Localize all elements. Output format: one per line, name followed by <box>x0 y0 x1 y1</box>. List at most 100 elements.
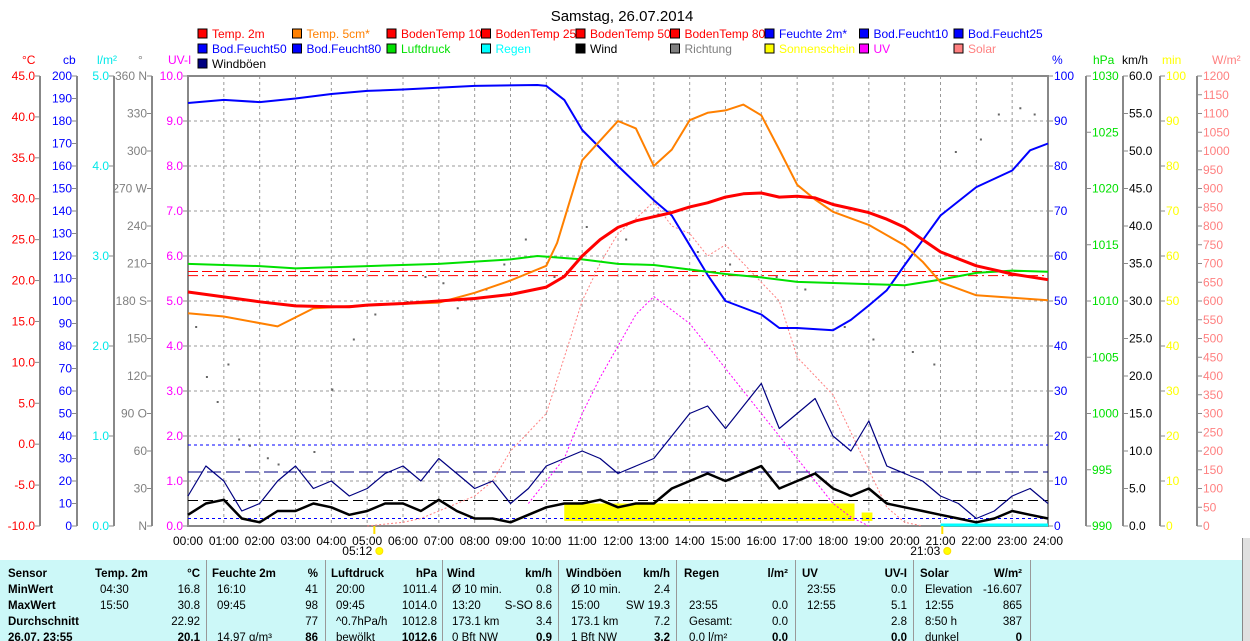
solar-tick-label: 1150 <box>1203 88 1229 102</box>
solar-tick-label: 100 <box>1203 482 1223 496</box>
legend-label: Temp. 2m <box>212 27 265 41</box>
table-cell-label: 09:45 <box>336 600 365 612</box>
wind-tick-label: 35.0 <box>1129 257 1153 271</box>
legend-label: Bod.Feucht25 <box>968 27 1043 41</box>
legend-swatch <box>764 43 775 54</box>
temp-tick-label: -10.0 <box>8 519 36 533</box>
sunrise-time: 05:12 <box>342 544 372 558</box>
table-cell-value: 387 <box>1002 616 1022 628</box>
table-cell-label: 0 Bft NW <box>452 632 499 641</box>
table-cell-label: 15:50 <box>100 600 129 612</box>
table-cell-label: bewölkt <box>336 632 375 641</box>
uv-tick-label: 7.0 <box>166 204 183 218</box>
legend-swatch <box>859 28 869 39</box>
legend-swatch <box>764 28 775 39</box>
legend-label: BodenTemp 80 <box>685 27 766 41</box>
table-cell-label: 15:00 <box>571 600 600 612</box>
x-tick-label: 03:00 <box>280 534 310 548</box>
table-cell-label: 23:55 <box>807 584 836 596</box>
x-tick-label: 23:00 <box>997 534 1027 548</box>
direction-point <box>352 338 355 341</box>
stats-table: Sensor Temp. 2m °C Feuchte 2m% Luftdruck hPa W… <box>0 560 1242 641</box>
sun-tick-label: 100 <box>1166 69 1186 83</box>
grid <box>187 75 1049 527</box>
legend-swatch <box>197 58 208 69</box>
table-header: Feuchte 2m <box>212 568 276 580</box>
dir-tick-label: 120 <box>127 369 147 383</box>
table-row-label: Durchschnitt <box>8 616 79 628</box>
table-header-unit: l/m² <box>767 568 788 580</box>
direction-point <box>524 238 527 241</box>
direction-point <box>266 457 269 460</box>
x-tick-label: 15:00 <box>710 534 740 548</box>
sun-tick-label: 20 <box>1166 429 1180 443</box>
direction-point <box>911 351 914 353</box>
solar-tick-label: 650 <box>1203 275 1223 289</box>
direction-point <box>696 251 699 253</box>
x-tick-label: 24:00 <box>1033 534 1063 548</box>
table-cell-value: 22.92 <box>171 616 200 628</box>
legend-swatch <box>953 43 964 54</box>
table-cell-value: 1012.8 <box>401 616 437 628</box>
direction-point <box>625 238 628 241</box>
legend-label: Richtung <box>685 42 732 56</box>
cb-tick-label: 80 <box>59 339 73 353</box>
dir-tick-label: 60 <box>134 444 148 458</box>
legend-swatch <box>386 28 397 39</box>
sun-tick-label: 60 <box>1166 249 1180 263</box>
table-cell-label: Ø 10 min. <box>571 584 621 596</box>
sun-tick-label: 70 <box>1166 204 1180 218</box>
table-cell-label: 09:45 <box>217 600 246 612</box>
column-divider <box>206 560 207 641</box>
legend-label: BodenTemp 25 <box>496 27 577 41</box>
solar-tick-label: 1200 <box>1203 69 1230 83</box>
temp-axis-title: °C <box>22 53 36 67</box>
table-cell-label: 13:20 <box>452 600 481 612</box>
legend-label: Luftdruck <box>401 42 451 56</box>
table-cell-value: 865 <box>1002 600 1022 612</box>
solar-tick-label: 700 <box>1203 257 1223 271</box>
legend-swatch <box>575 28 586 39</box>
wind-tick-label: 25.0 <box>1129 332 1153 346</box>
solar-tick-label: 150 <box>1203 463 1223 477</box>
cb-tick-label: 0 <box>65 519 72 533</box>
scrollbar[interactable] <box>1242 538 1250 641</box>
series-temp-5cm- <box>187 103 1049 328</box>
x-tick-label: 14:00 <box>675 534 705 548</box>
column-divider <box>442 560 443 641</box>
direction-point <box>227 363 230 366</box>
table-cell-label: 23:55 <box>689 600 718 612</box>
direction-point <box>205 376 208 378</box>
x-tick-label: 07:00 <box>424 534 454 548</box>
table-cell-label: 0.0 l/m² <box>689 632 728 641</box>
cb-tick-label: 40 <box>59 429 73 443</box>
sun-axis-title: min <box>1162 53 1181 67</box>
hum-tick-label: 60 <box>1054 249 1068 263</box>
cb-axis-title: cb <box>63 53 76 67</box>
direction-point <box>933 363 936 366</box>
cb-tick-label: 190 <box>52 92 72 106</box>
legend-label: Bod.Feucht80 <box>307 42 382 56</box>
table-cell-label: Gesamt: <box>689 616 733 628</box>
column-divider <box>1030 560 1031 641</box>
uv-tick-label: 3.0 <box>166 384 183 398</box>
solar-tick-label: 250 <box>1203 425 1223 439</box>
legend-label: Feuchte 2m* <box>779 27 847 41</box>
wind-tick-label: 10.0 <box>1129 444 1153 458</box>
x-tick-label: 13:00 <box>639 534 669 548</box>
table-cell-value: 3.4 <box>536 616 552 628</box>
table-cell-label: 8:50 h <box>925 616 957 628</box>
hum-tick-label: 50 <box>1054 294 1068 308</box>
direction-point <box>775 276 778 278</box>
dir-tick-label: 330 <box>127 107 147 121</box>
direction-point <box>313 451 316 453</box>
solar-tick-label: 200 <box>1203 444 1223 458</box>
solar-tick-label: 900 <box>1203 182 1223 196</box>
solar-tick-label: 800 <box>1203 219 1223 233</box>
temp-tick-label: 15.0 <box>12 314 36 328</box>
dir-tick-label: 30 <box>134 482 148 496</box>
wind-tick-label: 0.0 <box>1129 519 1146 533</box>
legend-label: Solar <box>968 42 996 56</box>
direction-point <box>997 113 1000 116</box>
legend-label: UV <box>874 42 891 56</box>
